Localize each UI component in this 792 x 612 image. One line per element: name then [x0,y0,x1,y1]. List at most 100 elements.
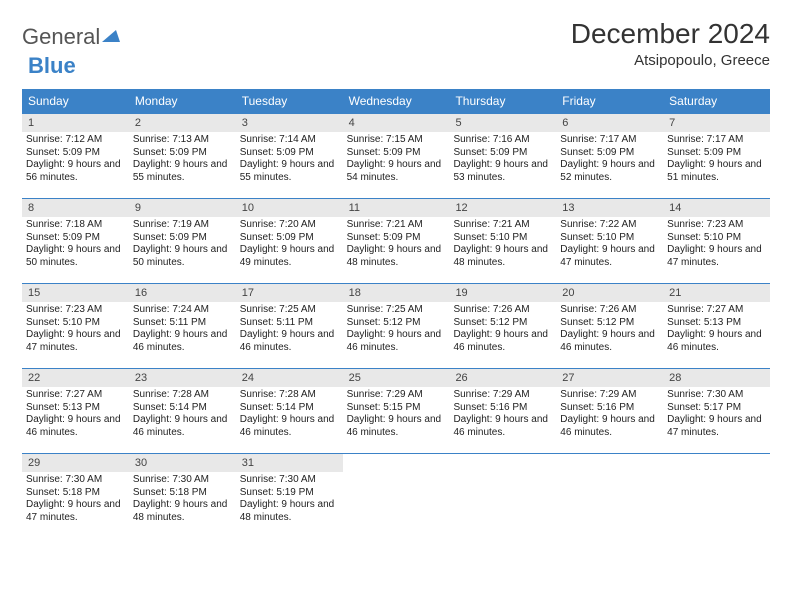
day-number: 2 [129,114,236,132]
day-header: Friday [556,89,663,113]
daylight-text: Daylight: 9 hours and 46 minutes. [453,329,552,354]
sunset-text: Sunset: 5:13 PM [667,317,766,330]
daylight-text: Daylight: 9 hours and 49 minutes. [240,244,339,269]
day-info: Sunrise: 7:17 AMSunset: 5:09 PMDaylight:… [663,132,770,188]
day-cell: 1Sunrise: 7:12 AMSunset: 5:09 PMDaylight… [22,114,129,198]
day-cell: 12Sunrise: 7:21 AMSunset: 5:10 PMDayligh… [449,199,556,283]
sunset-text: Sunset: 5:18 PM [133,487,232,500]
week-row: 29Sunrise: 7:30 AMSunset: 5:18 PMDayligh… [22,453,770,538]
day-info: Sunrise: 7:28 AMSunset: 5:14 PMDaylight:… [236,387,343,443]
day-number: 27 [556,369,663,387]
day-number: 26 [449,369,556,387]
daylight-text: Daylight: 9 hours and 48 minutes. [133,499,232,524]
sunset-text: Sunset: 5:14 PM [133,402,232,415]
day-cell: 6Sunrise: 7:17 AMSunset: 5:09 PMDaylight… [556,114,663,198]
sunset-text: Sunset: 5:18 PM [26,487,125,500]
day-info: Sunrise: 7:24 AMSunset: 5:11 PMDaylight:… [129,302,236,358]
sunrise-text: Sunrise: 7:30 AM [667,389,766,402]
daylight-text: Daylight: 9 hours and 46 minutes. [560,329,659,354]
day-info: Sunrise: 7:29 AMSunset: 5:15 PMDaylight:… [343,387,450,443]
day-info: Sunrise: 7:21 AMSunset: 5:09 PMDaylight:… [343,217,450,273]
day-cell: 28Sunrise: 7:30 AMSunset: 5:17 PMDayligh… [663,369,770,453]
day-info: Sunrise: 7:16 AMSunset: 5:09 PMDaylight:… [449,132,556,188]
daylight-text: Daylight: 9 hours and 54 minutes. [347,159,446,184]
day-number: 5 [449,114,556,132]
daylight-text: Daylight: 9 hours and 50 minutes. [133,244,232,269]
sunset-text: Sunset: 5:09 PM [26,147,125,160]
daylight-text: Daylight: 9 hours and 47 minutes. [667,244,766,269]
location-label: Atsipopoulo, Greece [571,52,770,69]
day-cell: 15Sunrise: 7:23 AMSunset: 5:10 PMDayligh… [22,284,129,368]
day-number: 1 [22,114,129,132]
sunrise-text: Sunrise: 7:28 AM [240,389,339,402]
day-number: 13 [556,199,663,217]
daylight-text: Daylight: 9 hours and 46 minutes. [240,414,339,439]
title-block: December 2024 Atsipopoulo, Greece [571,18,770,69]
day-cell: 14Sunrise: 7:23 AMSunset: 5:10 PMDayligh… [663,199,770,283]
day-number: 22 [22,369,129,387]
week-row: 1Sunrise: 7:12 AMSunset: 5:09 PMDaylight… [22,113,770,198]
sunset-text: Sunset: 5:17 PM [667,402,766,415]
day-info: Sunrise: 7:28 AMSunset: 5:14 PMDaylight:… [129,387,236,443]
day-cell: 5Sunrise: 7:16 AMSunset: 5:09 PMDaylight… [449,114,556,198]
daylight-text: Daylight: 9 hours and 48 minutes. [347,244,446,269]
week-row: 8Sunrise: 7:18 AMSunset: 5:09 PMDaylight… [22,198,770,283]
day-header: Sunday [22,89,129,113]
day-number: 15 [22,284,129,302]
sunset-text: Sunset: 5:09 PM [347,232,446,245]
day-number: 23 [129,369,236,387]
day-header: Wednesday [343,89,450,113]
triangle-icon [102,28,120,47]
sunrise-text: Sunrise: 7:17 AM [667,134,766,147]
sunrise-text: Sunrise: 7:27 AM [667,304,766,317]
day-number: 10 [236,199,343,217]
day-cell [556,454,663,538]
week-row: 22Sunrise: 7:27 AMSunset: 5:13 PMDayligh… [22,368,770,453]
daylight-text: Daylight: 9 hours and 47 minutes. [26,329,125,354]
day-number: 29 [22,454,129,472]
daylight-text: Daylight: 9 hours and 46 minutes. [560,414,659,439]
day-cell: 24Sunrise: 7:28 AMSunset: 5:14 PMDayligh… [236,369,343,453]
day-cell: 2Sunrise: 7:13 AMSunset: 5:09 PMDaylight… [129,114,236,198]
sunrise-text: Sunrise: 7:14 AM [240,134,339,147]
sunset-text: Sunset: 5:10 PM [26,317,125,330]
sunrise-text: Sunrise: 7:29 AM [347,389,446,402]
calendar-page: General December 2024 Atsipopoulo, Greec… [0,0,792,556]
sunrise-text: Sunrise: 7:13 AM [133,134,232,147]
day-info: Sunrise: 7:21 AMSunset: 5:10 PMDaylight:… [449,217,556,273]
sunset-text: Sunset: 5:10 PM [560,232,659,245]
sunrise-text: Sunrise: 7:20 AM [240,219,339,232]
sunrise-text: Sunrise: 7:30 AM [133,474,232,487]
day-cell: 4Sunrise: 7:15 AMSunset: 5:09 PMDaylight… [343,114,450,198]
sunset-text: Sunset: 5:12 PM [453,317,552,330]
day-info: Sunrise: 7:12 AMSunset: 5:09 PMDaylight:… [22,132,129,188]
daylight-text: Daylight: 9 hours and 46 minutes. [347,329,446,354]
daylight-text: Daylight: 9 hours and 47 minutes. [26,499,125,524]
sunrise-text: Sunrise: 7:30 AM [240,474,339,487]
sunset-text: Sunset: 5:09 PM [560,147,659,160]
sunset-text: Sunset: 5:16 PM [560,402,659,415]
day-cell: 7Sunrise: 7:17 AMSunset: 5:09 PMDaylight… [663,114,770,198]
sunrise-text: Sunrise: 7:24 AM [133,304,232,317]
sunset-text: Sunset: 5:09 PM [26,232,125,245]
sunrise-text: Sunrise: 7:18 AM [26,219,125,232]
day-info: Sunrise: 7:26 AMSunset: 5:12 PMDaylight:… [556,302,663,358]
day-number: 6 [556,114,663,132]
sunset-text: Sunset: 5:09 PM [347,147,446,160]
sunset-text: Sunset: 5:15 PM [347,402,446,415]
day-info: Sunrise: 7:30 AMSunset: 5:19 PMDaylight:… [236,472,343,528]
sunset-text: Sunset: 5:12 PM [347,317,446,330]
sunrise-text: Sunrise: 7:29 AM [453,389,552,402]
day-number: 28 [663,369,770,387]
sunset-text: Sunset: 5:11 PM [240,317,339,330]
sunset-text: Sunset: 5:09 PM [133,147,232,160]
day-info: Sunrise: 7:23 AMSunset: 5:10 PMDaylight:… [663,217,770,273]
day-cell: 3Sunrise: 7:14 AMSunset: 5:09 PMDaylight… [236,114,343,198]
sunset-text: Sunset: 5:09 PM [240,147,339,160]
day-cell: 18Sunrise: 7:25 AMSunset: 5:12 PMDayligh… [343,284,450,368]
day-header: Thursday [449,89,556,113]
day-info: Sunrise: 7:30 AMSunset: 5:18 PMDaylight:… [129,472,236,528]
day-cell: 8Sunrise: 7:18 AMSunset: 5:09 PMDaylight… [22,199,129,283]
day-info: Sunrise: 7:14 AMSunset: 5:09 PMDaylight:… [236,132,343,188]
day-number: 31 [236,454,343,472]
